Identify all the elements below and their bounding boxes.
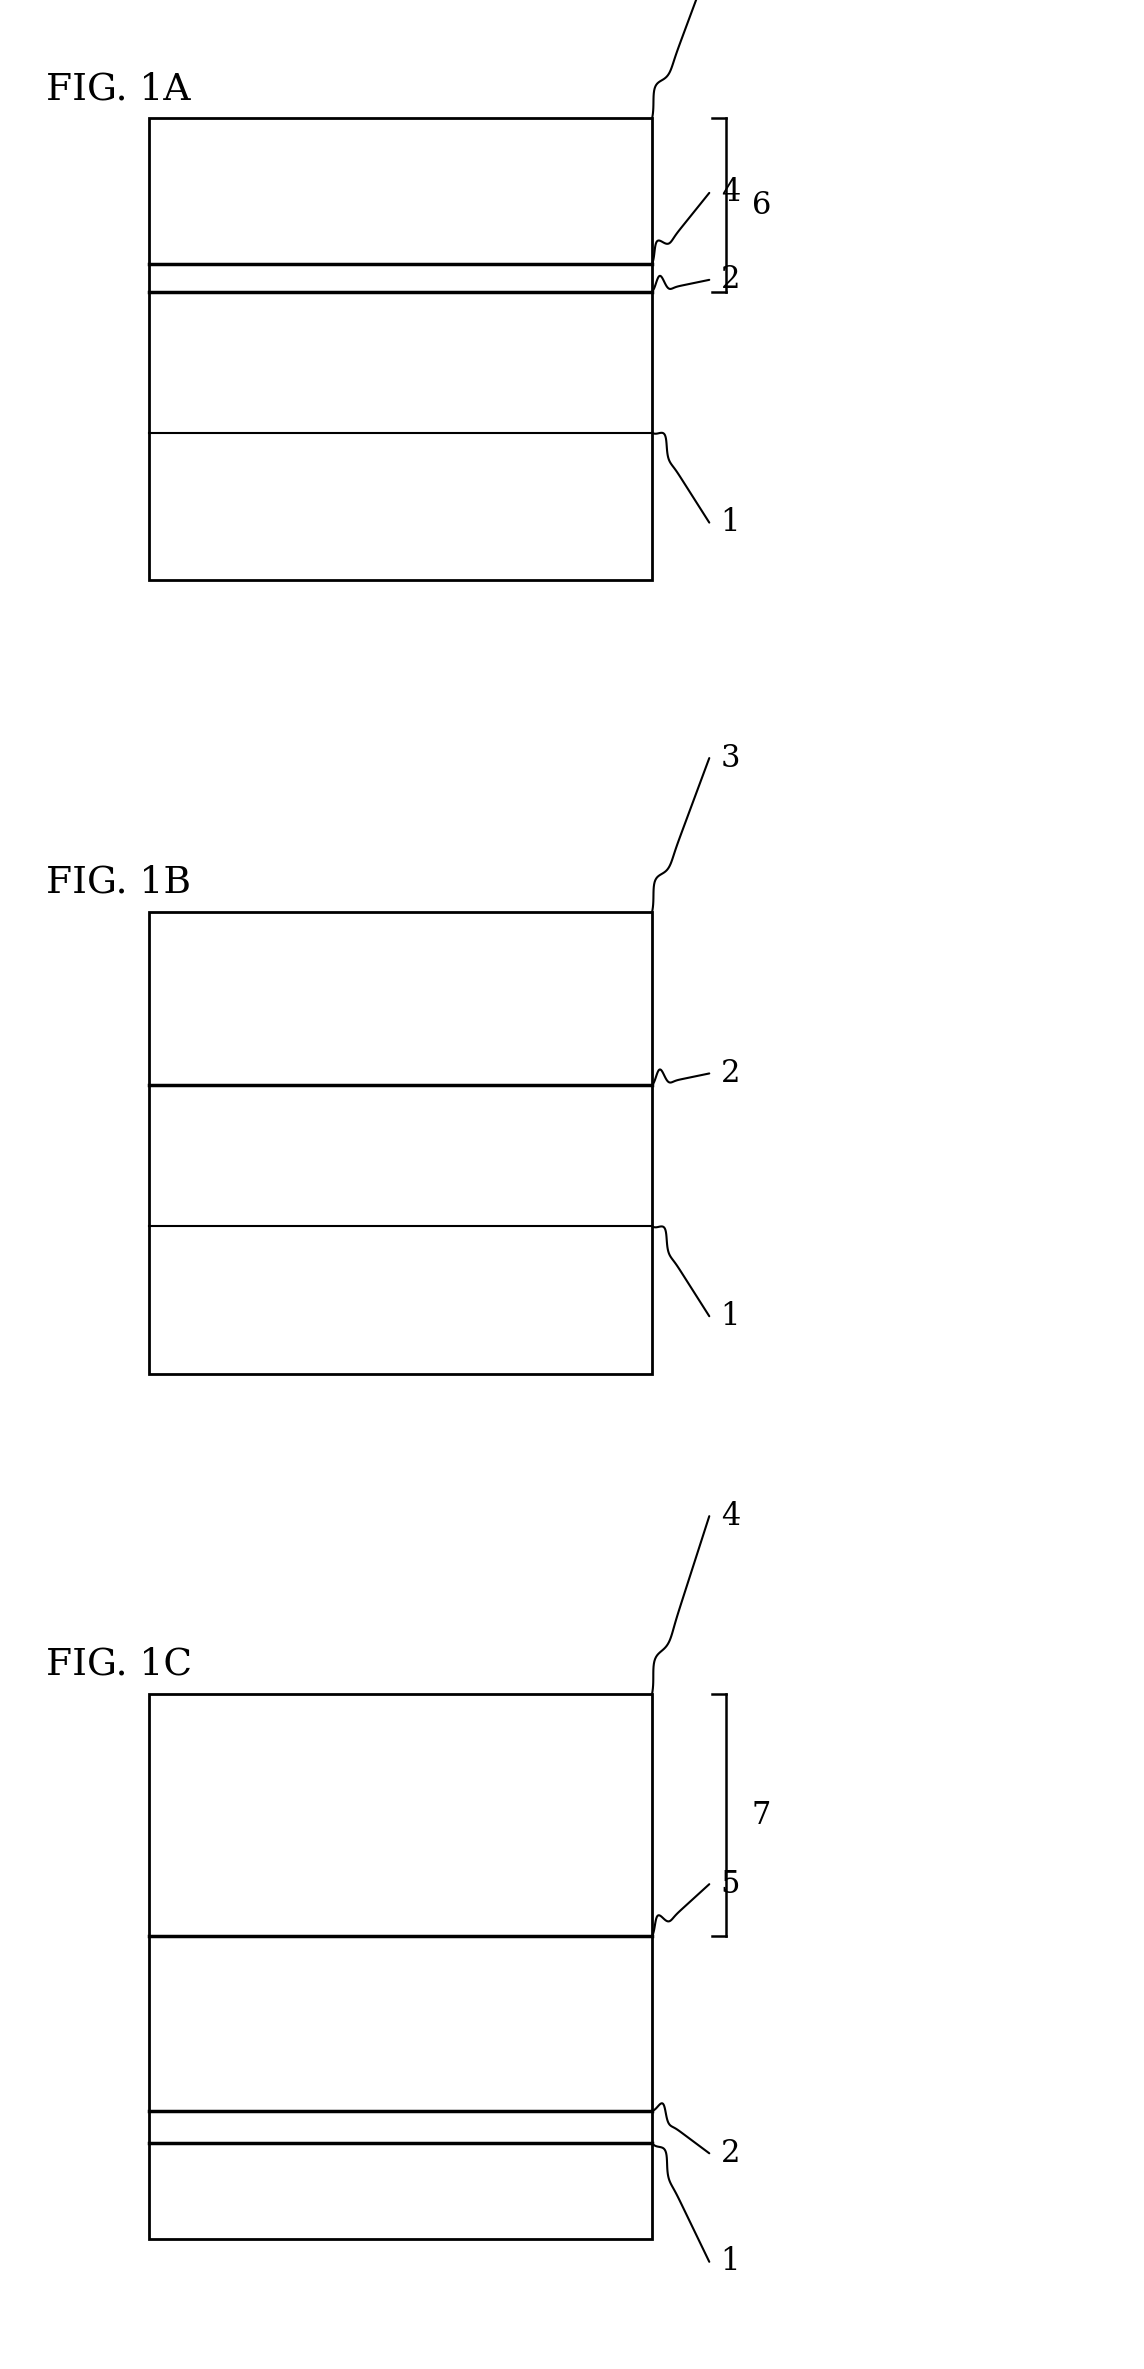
Text: FIG. 1A: FIG. 1A bbox=[46, 71, 190, 107]
Text: 2: 2 bbox=[721, 265, 740, 296]
Bar bbox=[149, 118, 652, 580]
Text: 2: 2 bbox=[721, 1059, 740, 1090]
Text: 1: 1 bbox=[721, 507, 740, 538]
Text: 3: 3 bbox=[721, 741, 740, 775]
Text: 1: 1 bbox=[721, 1301, 740, 1331]
Text: 1: 1 bbox=[721, 2246, 740, 2277]
Text: 7: 7 bbox=[752, 1800, 771, 1831]
Text: 4: 4 bbox=[721, 178, 740, 208]
Text: 6: 6 bbox=[752, 190, 771, 220]
Text: 5: 5 bbox=[721, 1869, 740, 1900]
Text: 4: 4 bbox=[721, 1500, 740, 1533]
Bar bbox=[149, 912, 652, 1374]
Text: FIG. 1C: FIG. 1C bbox=[46, 1646, 192, 1682]
Bar bbox=[149, 1694, 652, 2239]
Text: 2: 2 bbox=[721, 2137, 740, 2168]
Text: FIG. 1B: FIG. 1B bbox=[46, 865, 191, 900]
